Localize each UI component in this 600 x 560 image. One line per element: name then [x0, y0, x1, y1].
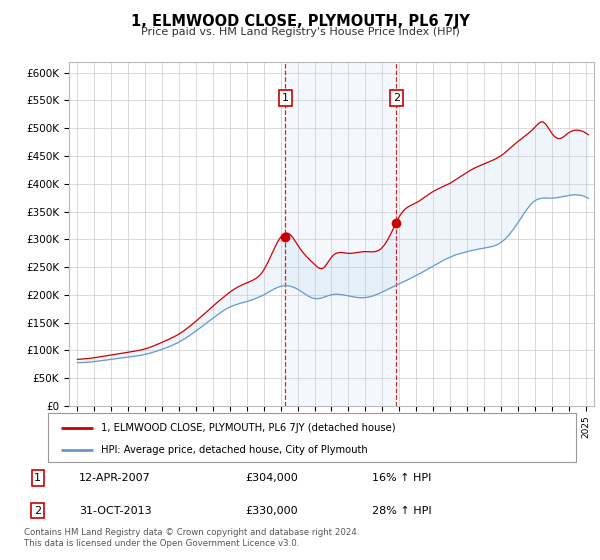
- Text: £330,000: £330,000: [245, 506, 298, 516]
- Bar: [286, 62, 397, 406]
- Text: 1: 1: [282, 93, 289, 102]
- Text: 2: 2: [34, 506, 41, 516]
- Text: 16% ↑ HPI: 16% ↑ HPI: [372, 473, 431, 483]
- Text: 1: 1: [34, 473, 41, 483]
- Text: £304,000: £304,000: [245, 473, 298, 483]
- Text: Price paid vs. HM Land Registry's House Price Index (HPI): Price paid vs. HM Land Registry's House …: [140, 27, 460, 37]
- Text: 12-APR-2007: 12-APR-2007: [79, 473, 151, 483]
- Text: 31-OCT-2013: 31-OCT-2013: [79, 506, 152, 516]
- Text: 28% ↑ HPI: 28% ↑ HPI: [372, 506, 431, 516]
- Text: HPI: Average price, detached house, City of Plymouth: HPI: Average price, detached house, City…: [101, 445, 368, 455]
- Text: 1, ELMWOOD CLOSE, PLYMOUTH, PL6 7JY: 1, ELMWOOD CLOSE, PLYMOUTH, PL6 7JY: [131, 14, 469, 29]
- Text: 2: 2: [393, 93, 400, 102]
- Text: Contains HM Land Registry data © Crown copyright and database right 2024.
This d: Contains HM Land Registry data © Crown c…: [24, 528, 359, 548]
- Text: 1, ELMWOOD CLOSE, PLYMOUTH, PL6 7JY (detached house): 1, ELMWOOD CLOSE, PLYMOUTH, PL6 7JY (det…: [101, 422, 395, 432]
